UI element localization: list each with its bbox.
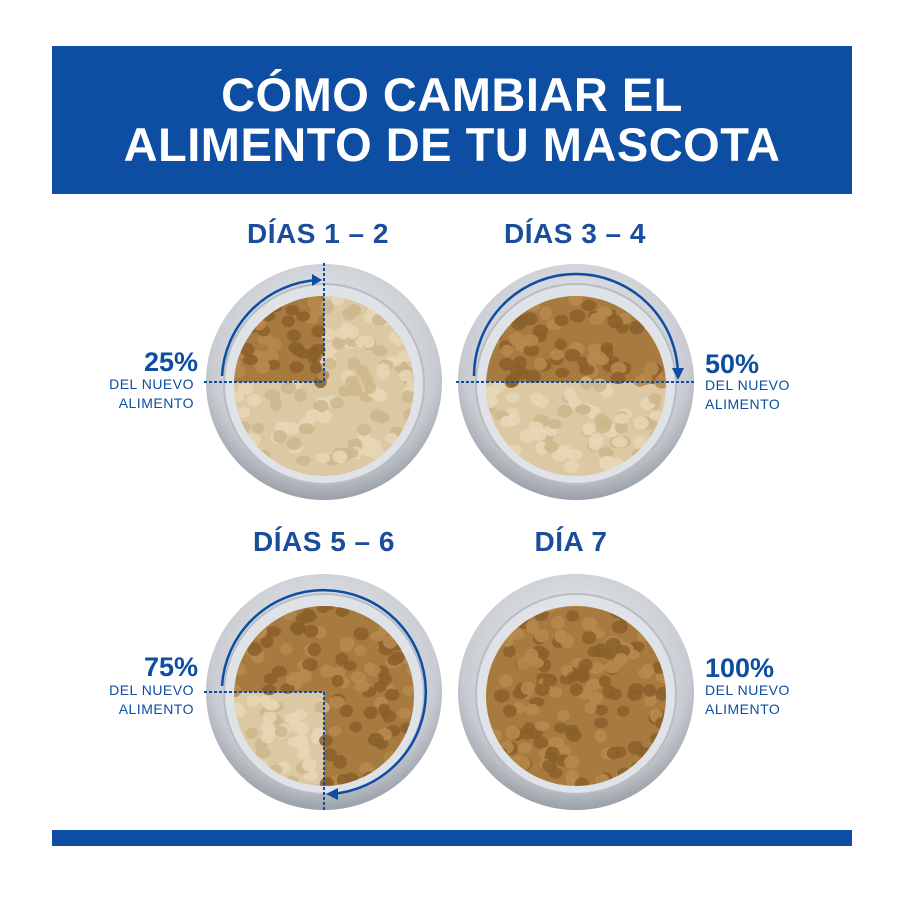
bowl-stage-2	[456, 262, 696, 502]
stage-title-days-5-6: DÍAS 5 – 6	[253, 526, 395, 557]
stage-3-caption-line2: ALIMENTO	[118, 701, 194, 717]
stage-2-caption-line1: DEL NUEVO	[705, 377, 790, 393]
stage-4-caption-line1: DEL NUEVO	[705, 682, 790, 698]
stage-4-caption-line2: ALIMENTO	[705, 701, 781, 717]
stage-title-days-1-2: DÍAS 1 – 2	[247, 218, 389, 249]
bowl-stage-4	[456, 572, 696, 812]
bowl-stage-1	[204, 262, 444, 502]
header-banner: CÓMO CAMBIAR EL ALIMENTO DE TU MASCOTA	[52, 46, 852, 194]
stage-3-caption-line1: DEL NUEVO	[109, 682, 194, 698]
footer-bar	[52, 830, 852, 846]
stage-title-day-7: DÍA 7	[534, 526, 608, 557]
header-title-line1: CÓMO CAMBIAR EL	[221, 68, 683, 121]
stage-3-percent: 75%	[143, 652, 198, 682]
stage-1-caption-line2: ALIMENTO	[118, 395, 194, 411]
stage-4-percent: 100%	[705, 653, 775, 683]
stage-2-percent: 50%	[705, 349, 760, 379]
stage-1-caption-line1: DEL NUEVO	[109, 376, 194, 392]
bowl-stage-3	[204, 572, 444, 812]
header-title-line2: ALIMENTO DE TU MASCOTA	[123, 118, 781, 171]
stage-2-caption-line2: ALIMENTO	[705, 396, 781, 412]
stage-title-days-3-4: DÍAS 3 – 4	[504, 218, 646, 249]
stage-1-percent: 25%	[143, 347, 198, 377]
